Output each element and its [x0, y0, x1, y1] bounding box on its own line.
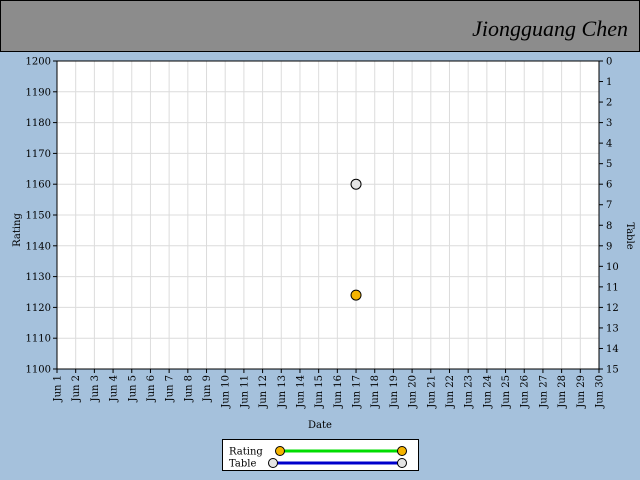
x-tick-label: Jun 5: [127, 375, 138, 402]
legend-marker: [275, 446, 285, 456]
y2-axis-label: Table: [624, 222, 635, 249]
x-tick-label: Jun 24: [482, 375, 493, 409]
y2-tick-label: 1: [606, 77, 612, 88]
y2-tick-label: 5: [606, 159, 612, 170]
legend-marker: [397, 446, 407, 456]
y-tick-label: 1160: [26, 180, 51, 191]
y-tick-label: 1130: [26, 272, 51, 283]
x-tick-label: Jun 18: [370, 375, 381, 409]
y-tick-label: 1110: [26, 334, 51, 345]
y2-tick-label: 2: [606, 98, 612, 109]
y-tick-label: 1200: [26, 57, 51, 68]
x-tick-label: Jun 29: [576, 375, 587, 409]
x-tick-label: Jun 11: [239, 375, 250, 409]
x-tick-label: Jun 20: [408, 375, 419, 409]
data-point: [350, 178, 362, 190]
y-tick-label: 1150: [26, 211, 51, 222]
data-point: [350, 289, 362, 301]
x-tick-label: Jun 13: [277, 375, 288, 409]
x-tick-label: Jun 12: [258, 375, 269, 409]
x-tick-label: Jun 8: [183, 375, 194, 402]
x-tick-label: Jun 3: [90, 375, 101, 402]
y-tick-label: 1100: [26, 365, 51, 376]
y2-tick-label: 6: [606, 180, 612, 191]
x-tick-label: Jun 9: [202, 375, 213, 402]
x-tick-label: Jun 28: [557, 375, 568, 409]
x-tick-label: Jun 2: [71, 375, 82, 402]
x-tick-label: Jun 30: [595, 375, 606, 409]
x-tick-label: Jun 27: [538, 375, 549, 409]
y-tick-label: 1170: [26, 149, 51, 160]
x-tick-label: Jun 7: [165, 375, 176, 402]
y2-tick-label: 14: [606, 344, 619, 355]
x-axis-label: Date: [308, 420, 332, 431]
y2-tick-label: 3: [606, 118, 612, 129]
y2-tick-label: 0: [606, 57, 612, 68]
legend-marker: [397, 458, 407, 468]
y2-tick-label: 15: [606, 365, 619, 376]
legend: [222, 439, 419, 471]
x-tick-label: Jun 4: [109, 375, 120, 402]
x-tick-label: Jun 21: [426, 375, 437, 409]
x-tick-label: Jun 17: [352, 375, 363, 409]
x-tick-label: Jun 6: [146, 375, 157, 402]
y2-tick-label: 4: [606, 139, 612, 150]
y-tick-label: 1190: [26, 87, 51, 98]
x-tick-label: Jun 22: [445, 375, 456, 409]
y2-tick-label: 13: [606, 323, 619, 334]
x-tick-label: Jun 16: [333, 375, 344, 409]
x-tick-label: Jun 26: [520, 375, 531, 409]
x-tick-label: Jun 25: [501, 375, 512, 409]
x-tick-label: Jun 14: [295, 375, 306, 409]
user-name: Jiongguang Chen: [472, 16, 628, 41]
y2-tick-label: 11: [606, 282, 619, 293]
y-tick-label: 1120: [26, 303, 51, 314]
y-tick-label: 1140: [26, 241, 51, 252]
y-tick-label: 1180: [26, 118, 51, 129]
legend-label: Table: [229, 459, 256, 470]
y2-tick-label: 7: [606, 200, 612, 211]
y2-tick-label: 12: [606, 303, 619, 314]
header: [0, 0, 640, 52]
y-axis-label: Rating: [12, 213, 23, 247]
x-tick-label: Jun 23: [464, 375, 475, 409]
legend-marker: [268, 458, 278, 468]
x-tick-label: Jun 10: [221, 375, 232, 409]
legend-label: Rating: [229, 447, 263, 458]
x-tick-label: Jun 19: [389, 375, 400, 409]
y2-tick-label: 8: [606, 221, 612, 232]
x-tick-label: Jun 15: [314, 375, 325, 409]
y2-tick-label: 9: [606, 241, 612, 252]
x-tick-label: Jun 1: [53, 375, 64, 402]
y2-tick-label: 10: [606, 262, 619, 273]
